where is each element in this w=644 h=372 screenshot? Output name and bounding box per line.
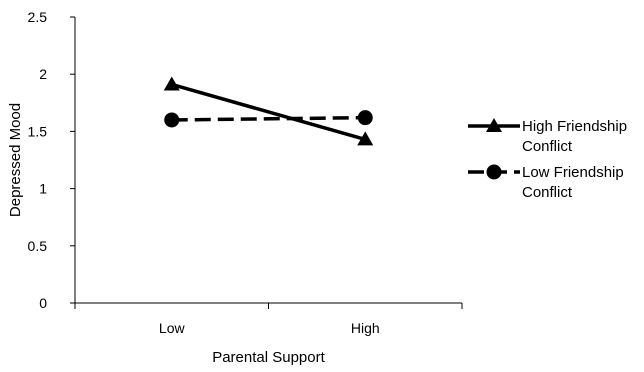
y-tick-label: 0.5: [28, 238, 48, 254]
series-2: [164, 110, 373, 128]
y-tick-label: 1: [39, 181, 47, 197]
y-tick-label: 0: [39, 295, 47, 311]
series-1: [163, 76, 374, 146]
x-ticks: Low High: [74, 303, 463, 336]
y-ticks: 0 0.5 1 1.5 2 2.5: [28, 9, 75, 311]
data-point: [357, 110, 373, 126]
x-axis-title: Parental Support: [212, 349, 325, 366]
legend-label: Conflict: [522, 184, 573, 201]
legend: High Friendship Conflict Low Friendship Con…: [468, 118, 627, 201]
series-layer: [163, 76, 374, 146]
legend-label: Conflict: [522, 138, 573, 155]
data-point: [164, 112, 180, 128]
legend-label: Low Friendship: [522, 164, 624, 181]
x-tick-label: High: [351, 320, 380, 336]
data-point: [357, 131, 374, 146]
y-axis-title: Depressed Mood: [7, 103, 24, 217]
legend-marker: [486, 164, 502, 180]
x-tick-label: Low: [159, 320, 186, 336]
legend-entry: High Friendship Conflict: [468, 118, 627, 155]
data-point: [163, 76, 180, 91]
legend-marker: [486, 118, 502, 132]
y-tick-label: 2: [39, 66, 47, 82]
axes: [74, 17, 462, 304]
y-tick-label: 2.5: [28, 9, 48, 25]
series-line: [171, 82, 366, 142]
legend-entry: Low Friendship Conflict: [468, 164, 624, 201]
y-tick-label: 1.5: [28, 123, 48, 139]
legend-label: High Friendship: [522, 118, 627, 135]
series-line: [171, 115, 366, 122]
